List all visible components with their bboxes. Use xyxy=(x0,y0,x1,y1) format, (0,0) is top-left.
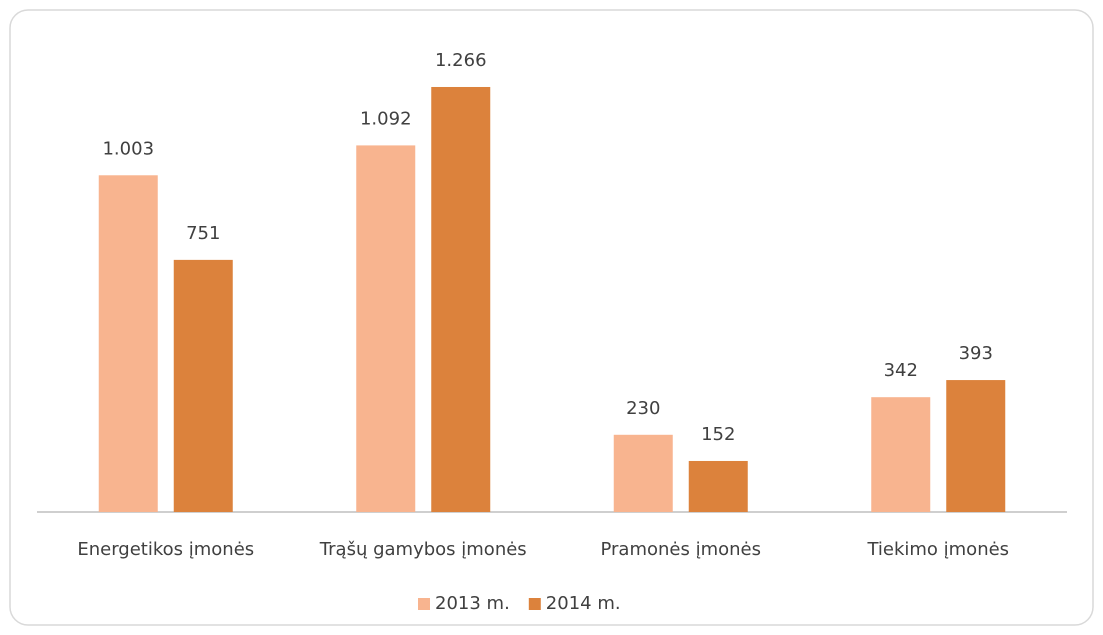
x-tick-label: Trąšų gamybos įmonės xyxy=(319,539,527,560)
bar xyxy=(871,397,931,512)
bar xyxy=(173,259,233,512)
legend-label: 2013 m. xyxy=(435,593,510,614)
bar xyxy=(431,86,491,512)
bar xyxy=(356,145,416,512)
data-label: 342 xyxy=(884,360,918,381)
data-label: 1.266 xyxy=(435,50,487,71)
data-label: 1.092 xyxy=(360,108,412,129)
data-label: 393 xyxy=(959,343,993,364)
data-label: 751 xyxy=(186,223,220,244)
x-tick-label: Tiekimo įmonės xyxy=(866,539,1009,560)
x-tick-label: Pramonės įmonės xyxy=(600,539,761,560)
bar xyxy=(613,434,673,512)
bar xyxy=(98,175,158,512)
legend-swatch xyxy=(528,598,541,610)
chart-frame xyxy=(9,9,1094,626)
x-tick-label: Energetikos įmonės xyxy=(77,539,254,560)
bar xyxy=(946,380,1006,512)
legend-label: 2014 m. xyxy=(546,593,621,614)
data-label: 1.003 xyxy=(102,138,154,159)
bar xyxy=(688,460,748,512)
data-label: 230 xyxy=(626,398,660,419)
data-label: 152 xyxy=(701,424,735,445)
legend-swatch xyxy=(418,598,430,610)
